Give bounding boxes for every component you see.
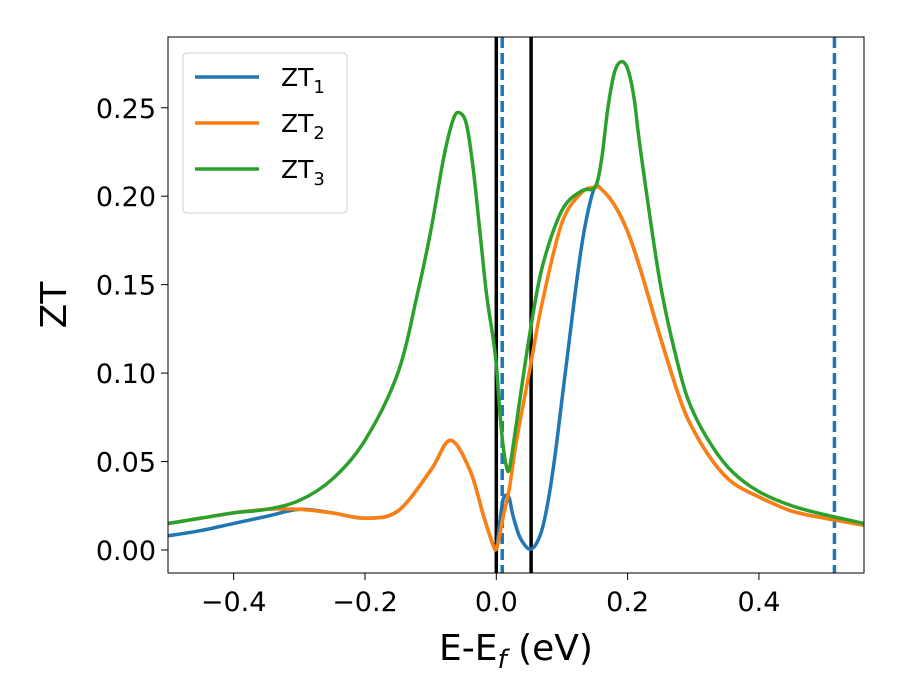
legend-label: ZT3 [281,155,325,190]
legend-item-zt2: ZT2 [195,109,325,144]
series-line-zt3 [168,59,864,526]
x-tick-label: −0.2 [332,587,398,618]
x-tick-label: 0.2 [606,587,649,618]
x-tick-label: −0.4 [201,587,267,618]
axes-frame [167,36,865,574]
y-tick-label: 0.00 [96,536,156,567]
series-lines [168,59,864,552]
vertical-marker-lines [494,37,837,573]
axis-ticks: −0.4 −0.2 0.0 0.2 0.4 0.00 0.05 0.10 0.15 0.20 0.2… [96,94,781,618]
series-line-zt2 [168,185,864,552]
x-axis-label: E-Ef (eV) [439,628,593,675]
y-axis-label: ZT [34,281,75,329]
y-tick-label: 0.25 [96,94,156,125]
y-tick-label: 0.10 [96,359,156,390]
legend-item-zt1: ZT1 [195,63,325,98]
legend: ZT1 ZT2 ZT3 [182,52,348,214]
legend-label: ZT1 [281,63,325,98]
legend-item-zt3: ZT3 [195,155,325,190]
legend-label: ZT2 [281,109,325,144]
x-tick-label: 0.4 [737,587,780,618]
y-tick-label: 0.15 [96,271,156,302]
y-tick-label: 0.05 [96,448,156,479]
x-tick-label: 0.0 [475,587,518,618]
legend-box [182,52,348,214]
y-tick-label: 0.20 [96,182,156,213]
